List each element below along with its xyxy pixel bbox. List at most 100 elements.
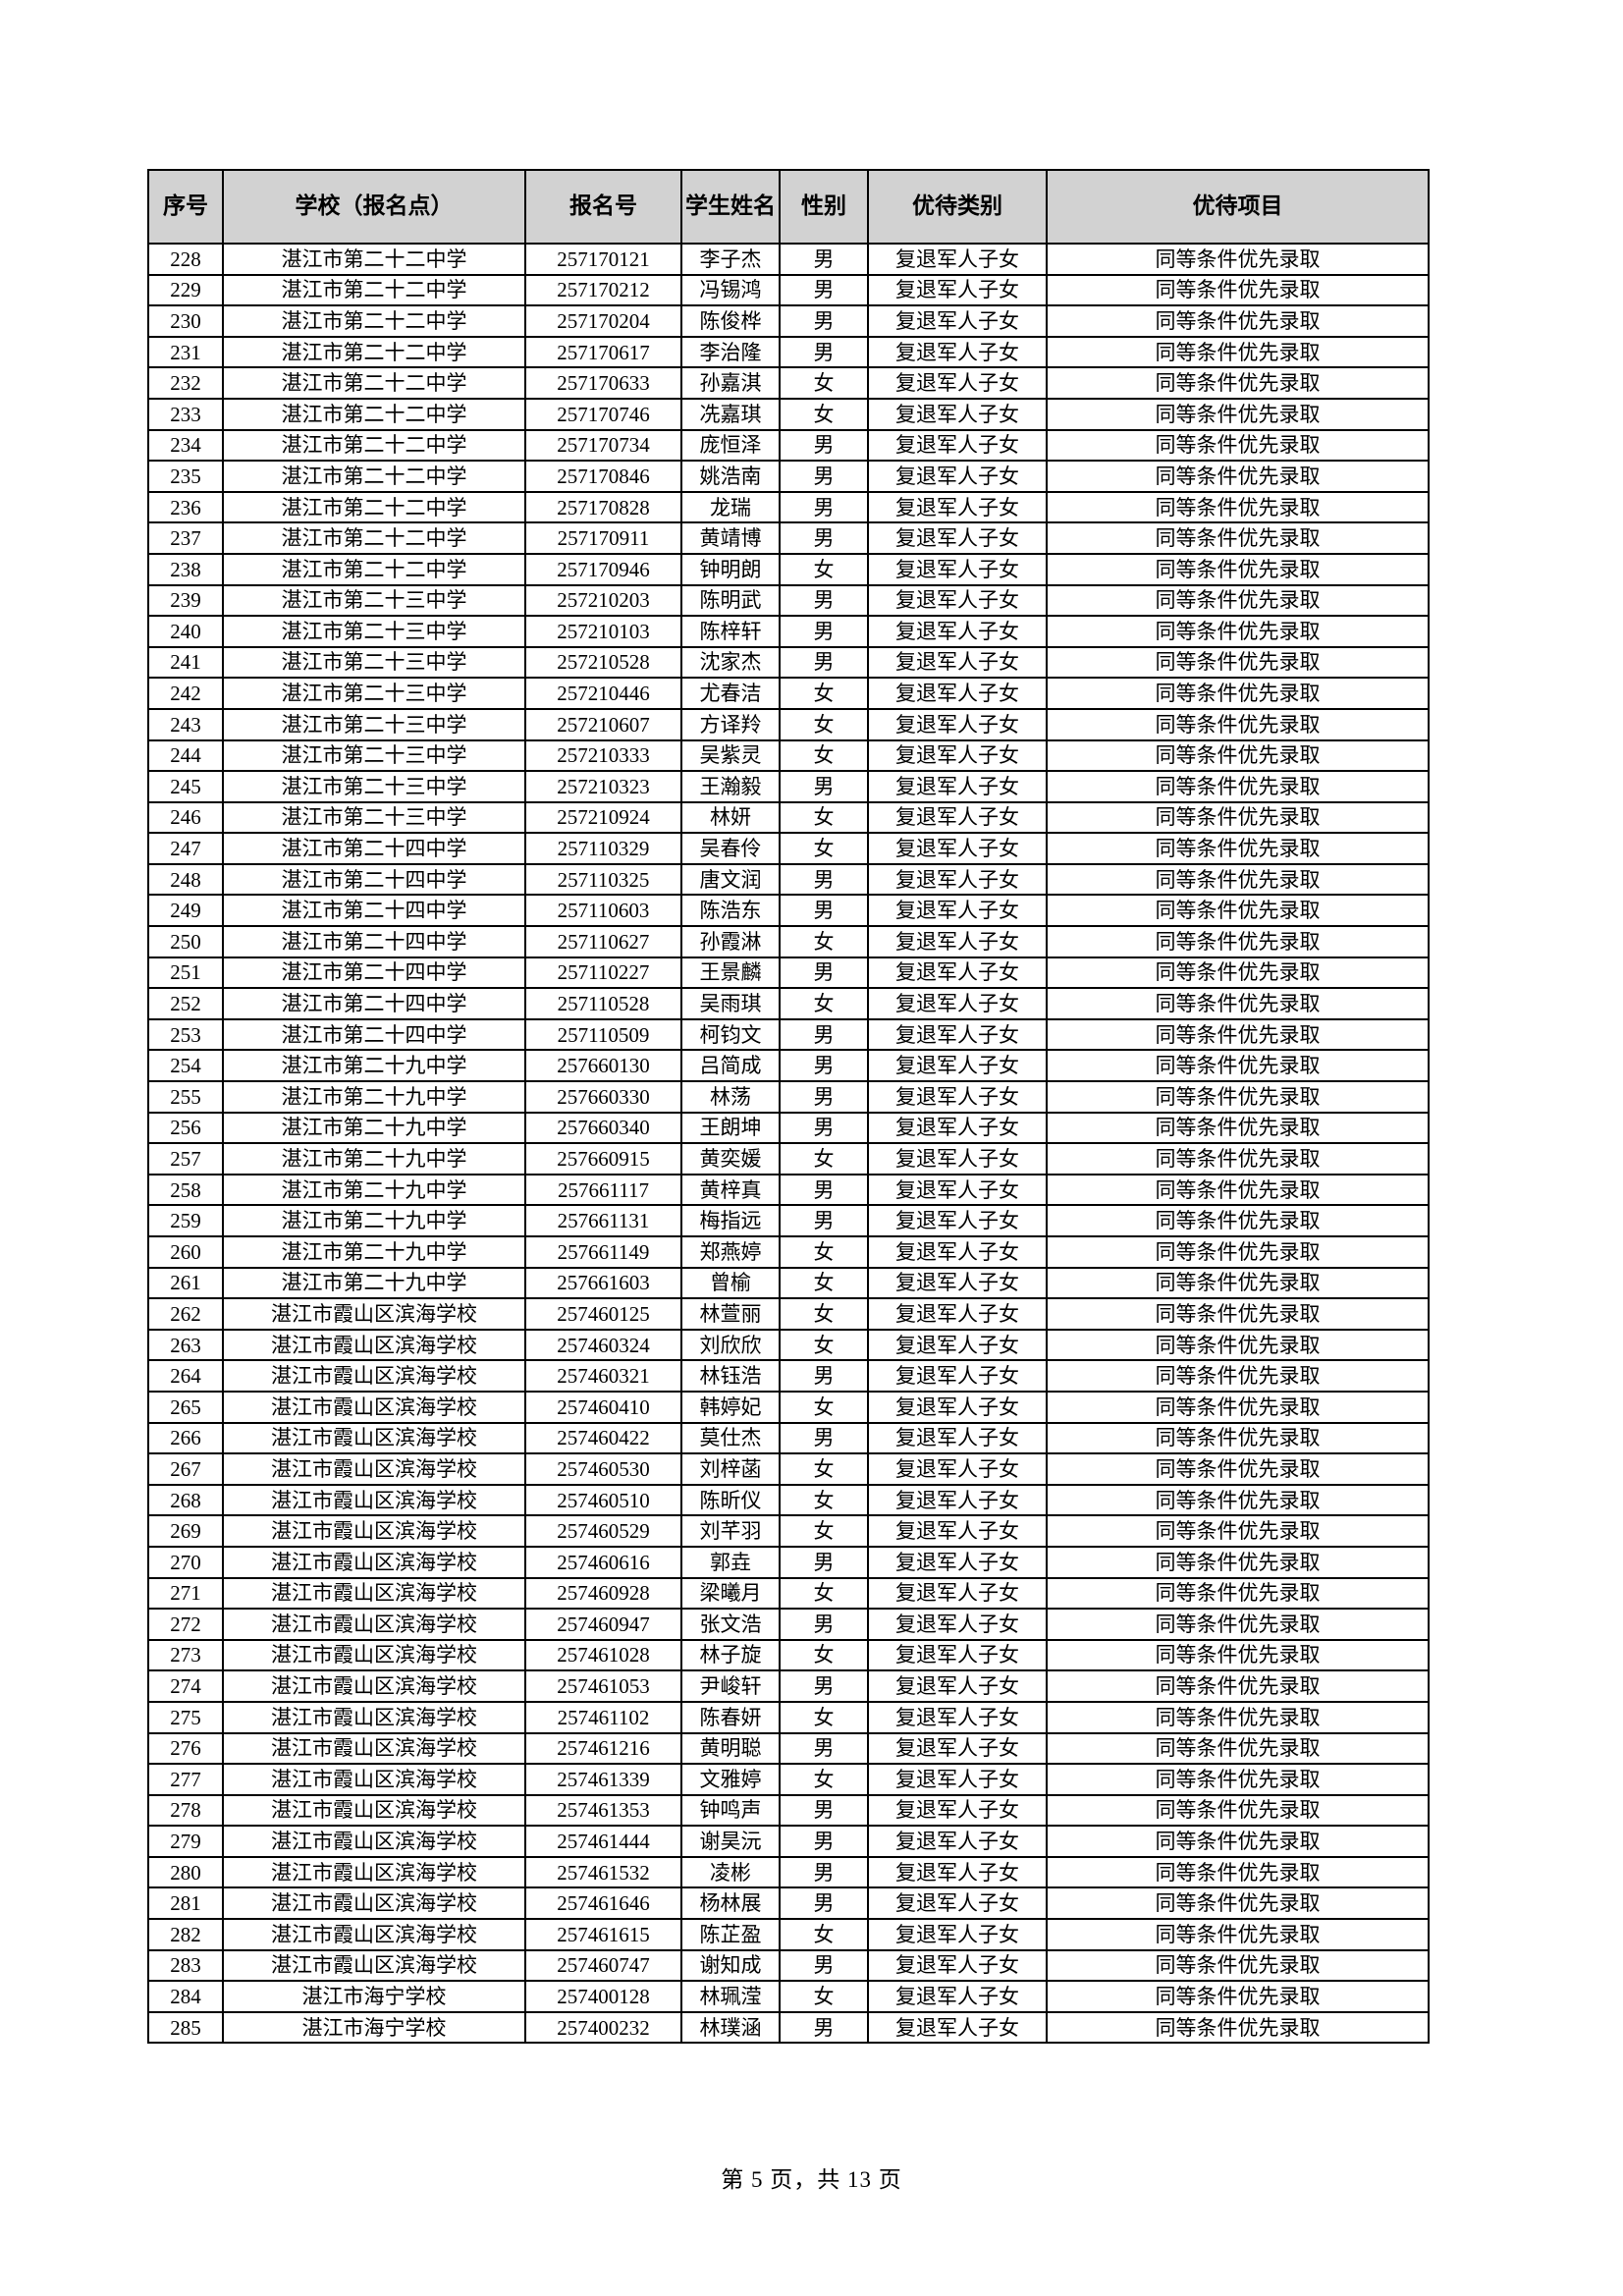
cell-regno: 257461615 xyxy=(524,1918,682,1951)
cell-gender: 女 xyxy=(779,1980,869,2013)
cell-item: 同等条件优先录取 xyxy=(1046,1669,1430,1703)
table-row: 247 湛江市第二十四中学 257110329 吴春伶女复退军人子女 同等条件优先录取 xyxy=(147,832,1430,865)
cell-name: 杨林展 xyxy=(680,1886,781,1921)
cell-item: 同等条件优先录取 xyxy=(1046,304,1430,338)
cell-gender: 女 xyxy=(779,1918,869,1951)
table-row: 245 湛江市第二十三中学 257210323 王瀚毅男复退军人子女 同等条件优先录取 xyxy=(147,770,1430,803)
cell-name: 姚浩南 xyxy=(680,460,781,493)
cell-name: 黄明聪 xyxy=(680,1731,781,1766)
cell-seq: 255 xyxy=(147,1080,224,1114)
cell-seq: 234 xyxy=(147,428,224,463)
table-row: 257 湛江市第二十九中学 257660915 黄奕媛女复退军人子女 同等条件优先录取 xyxy=(147,1142,1430,1175)
cell-category: 复退军人子女 xyxy=(867,1576,1048,1611)
cell-name: 刘欣欣 xyxy=(680,1328,781,1362)
cell-item: 同等条件优先录取 xyxy=(1046,1576,1430,1611)
cell-seq: 245 xyxy=(147,770,224,803)
cell-category: 复退军人子女 xyxy=(867,1825,1048,1858)
cell-seq: 271 xyxy=(147,1576,224,1611)
cell-category: 复退军人子女 xyxy=(867,243,1048,276)
cell-item: 同等条件优先录取 xyxy=(1046,925,1430,958)
cell-seq: 239 xyxy=(147,583,224,618)
cell-regno: 257170828 xyxy=(524,490,682,524)
cell-item: 同等条件优先录取 xyxy=(1046,1266,1430,1300)
cell-category: 复退军人子女 xyxy=(867,1204,1048,1237)
cell-regno: 257461646 xyxy=(524,1886,682,1921)
cell-gender: 女 xyxy=(779,1700,869,1734)
cell-item: 同等条件优先录取 xyxy=(1046,1080,1430,1114)
cell-item: 同等条件优先录取 xyxy=(1046,1638,1430,1672)
cell-name: 林珮滢 xyxy=(680,1980,781,2013)
cell-school: 湛江市第二十三中学 xyxy=(222,583,526,618)
cell-regno: 257461102 xyxy=(524,1700,682,1734)
cell-category: 复退军人子女 xyxy=(867,738,1048,773)
cell-seq: 252 xyxy=(147,987,224,1020)
cell-school: 湛江市第二十二中学 xyxy=(222,243,526,276)
cell-gender: 男 xyxy=(779,1421,869,1455)
cell-seq: 233 xyxy=(147,397,224,431)
cell-gender: 女 xyxy=(779,1514,869,1548)
cell-item: 同等条件优先录取 xyxy=(1046,1142,1430,1175)
cell-item: 同等条件优先录取 xyxy=(1046,862,1430,897)
cell-item: 同等条件优先录取 xyxy=(1046,273,1430,307)
cell-school: 湛江市第二十三中学 xyxy=(222,677,526,710)
cell-name: 韩婷妃 xyxy=(680,1390,781,1424)
cell-category: 复退军人子女 xyxy=(867,1390,1048,1424)
cell-seq: 246 xyxy=(147,800,224,835)
cell-school: 湛江市第二十四中学 xyxy=(222,956,526,990)
cell-school: 湛江市第二十二中学 xyxy=(222,460,526,493)
cell-seq: 230 xyxy=(147,304,224,338)
cell-category: 复退军人子女 xyxy=(867,335,1048,369)
cell-school: 湛江市第二十四中学 xyxy=(222,862,526,897)
cell-category: 复退军人子女 xyxy=(867,2010,1048,2045)
cell-item: 同等条件优先录取 xyxy=(1046,243,1430,276)
cell-category: 复退军人子女 xyxy=(867,1359,1048,1393)
cell-category: 复退军人子女 xyxy=(867,1111,1048,1145)
cell-school: 湛江市霞山区滨海学校 xyxy=(222,1545,526,1579)
cell-gender: 男 xyxy=(779,335,869,369)
cell-category: 复退军人子女 xyxy=(867,1700,1048,1734)
cell-name: 曾榆 xyxy=(680,1266,781,1300)
table-row: 277 湛江市霞山区滨海学校 257461339 文雅婷女复退军人子女 同等条件优先录取 xyxy=(147,1763,1430,1796)
cell-name: 尹峻轩 xyxy=(680,1669,781,1703)
cell-seq: 267 xyxy=(147,1452,224,1486)
cell-item: 同等条件优先录取 xyxy=(1046,1731,1430,1766)
cell-gender: 女 xyxy=(779,925,869,958)
cell-name: 林钰浩 xyxy=(680,1359,781,1393)
cell-regno: 257661117 xyxy=(524,1173,682,1207)
cell-category: 复退军人子女 xyxy=(867,1483,1048,1517)
table-row: 279 湛江市霞山区滨海学校 257461444 谢昊沅男复退军人子女 同等条件优先录取 xyxy=(147,1825,1430,1858)
table-row: 238 湛江市第二十二中学 257170946 钟明朗女复退军人子女 同等条件优先录取 xyxy=(147,552,1430,586)
cell-gender: 女 xyxy=(779,1390,869,1424)
cell-seq: 240 xyxy=(147,615,224,648)
cell-category: 复退军人子女 xyxy=(867,460,1048,493)
cell-category: 复退军人子女 xyxy=(867,615,1048,648)
cell-gender: 男 xyxy=(779,1017,869,1052)
cell-category: 复退军人子女 xyxy=(867,1855,1048,1889)
cell-item: 同等条件优先录取 xyxy=(1046,1514,1430,1548)
table-row: 228 湛江市第二十二中学 257170121 李子杰男复退军人子女 同等条件优先录取 xyxy=(147,243,1430,276)
cell-name: 黄梓真 xyxy=(680,1173,781,1207)
cell-gender: 女 xyxy=(779,738,869,773)
cell-regno: 257461053 xyxy=(524,1669,682,1703)
cell-school: 湛江市第二十二中学 xyxy=(222,335,526,369)
cell-regno: 257170734 xyxy=(524,428,682,463)
cell-name: 陈梓轩 xyxy=(680,615,781,648)
cell-gender: 男 xyxy=(779,1545,869,1579)
table-row: 263 湛江市霞山区滨海学校 257460324 刘欣欣女复退军人子女 同等条件优先录取 xyxy=(147,1328,1430,1362)
table-header: 序号 学校（报名点） 报名号 学生姓名 性别 优待类别 优待项目 xyxy=(147,169,1430,245)
cell-name: 梅指远 xyxy=(680,1204,781,1237)
cell-category: 复退军人子女 xyxy=(867,1235,1048,1269)
table-row: 284 湛江市海宁学校 257400128 林珮滢女复退军人子女 同等条件优先录取 xyxy=(147,1980,1430,2013)
cell-name: 冼嘉琪 xyxy=(680,397,781,431)
cell-item: 同等条件优先录取 xyxy=(1046,894,1430,928)
cell-seq: 276 xyxy=(147,1731,224,1766)
table-row: 282 湛江市霞山区滨海学校 257461615 陈芷盈女复退军人子女 同等条件优先录取 xyxy=(147,1918,1430,1951)
cell-category: 复退军人子女 xyxy=(867,1049,1048,1083)
cell-seq: 248 xyxy=(147,862,224,897)
cell-gender: 男 xyxy=(779,770,869,803)
table-row: 254 湛江市第二十九中学 257660130 吕简成男复退军人子女 同等条件优先录取 xyxy=(147,1049,1430,1083)
cell-category: 复退军人子女 xyxy=(867,552,1048,586)
cell-seq: 263 xyxy=(147,1328,224,1362)
cell-school: 湛江市第二十四中学 xyxy=(222,987,526,1020)
